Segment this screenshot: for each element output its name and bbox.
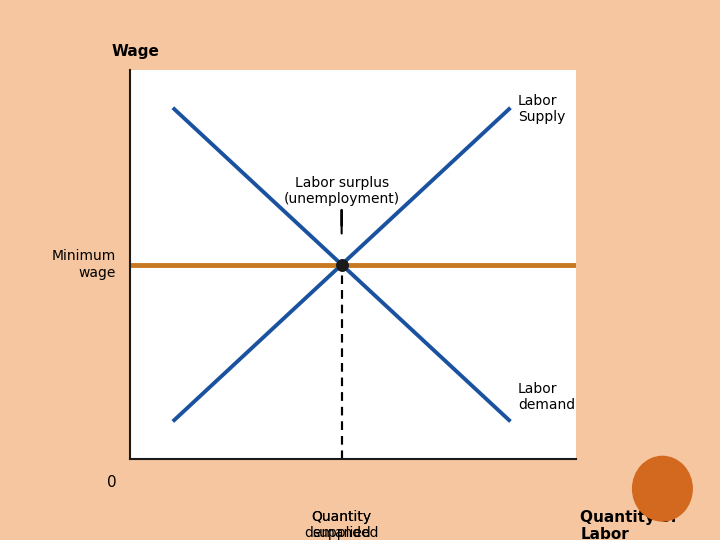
Text: Minimum
wage: Minimum wage [52, 249, 116, 280]
Text: Labor
demand: Labor demand [518, 382, 575, 412]
Text: Labor
Supply: Labor Supply [518, 94, 565, 124]
Text: Quantity
supplied: Quantity supplied [312, 510, 372, 540]
Text: 0: 0 [107, 475, 116, 490]
Text: Quantity
demanded: Quantity demanded [305, 510, 379, 540]
Text: Quantity of
Labor: Quantity of Labor [580, 510, 678, 540]
Text: Wage: Wage [112, 44, 160, 58]
Text: Labor surplus
(unemployment): Labor surplus (unemployment) [284, 176, 400, 206]
Circle shape [633, 456, 692, 521]
